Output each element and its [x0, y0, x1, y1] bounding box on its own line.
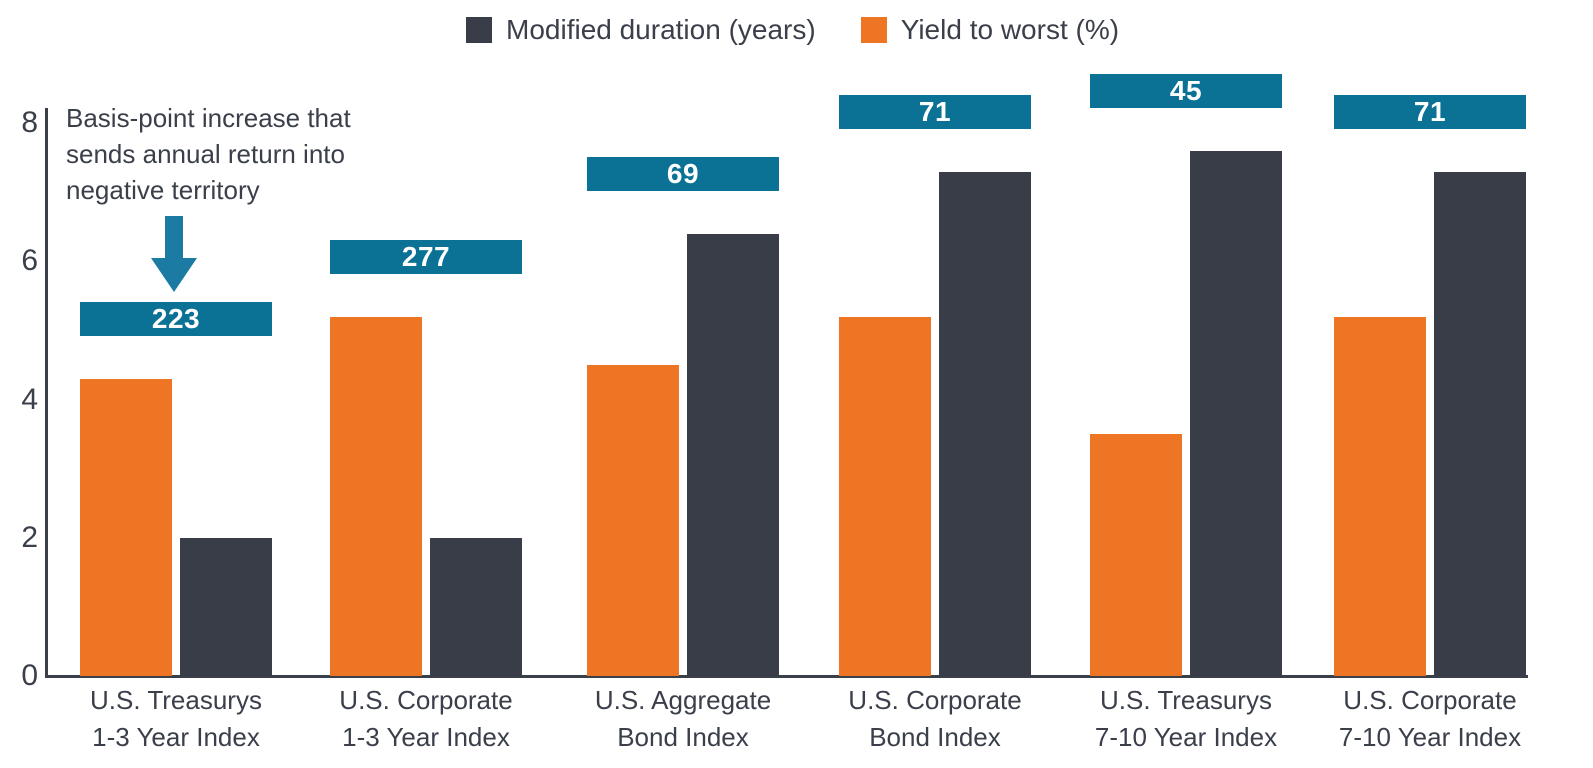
down-arrow-icon: [151, 216, 197, 292]
modified-duration-bar: [687, 233, 779, 676]
yield-to-worst-bar: [330, 316, 422, 676]
modified-duration-swatch-icon: [466, 17, 492, 43]
modified-duration-bar: [1434, 171, 1526, 676]
basis-point-badge: 71: [839, 94, 1031, 129]
yield-to-worst-bar: [1334, 316, 1426, 676]
basis-point-badge: 223: [80, 301, 272, 336]
modified-duration-bar: [939, 171, 1031, 676]
category-label: U.S. Treasurys 1-3 Year Index: [90, 685, 262, 752]
y-axis-tick-label: 8: [21, 106, 38, 140]
legend-label: Modified duration (years): [506, 14, 816, 45]
yield-to-worst-bar: [1090, 434, 1182, 676]
legend-item-yield-to-worst: Yield to worst (%): [860, 14, 1120, 46]
x-axis-line: [45, 675, 1528, 678]
y-axis-tick-label: 0: [21, 659, 38, 692]
category-label: U.S. Treasurys 7-10 Year Index: [1094, 685, 1278, 752]
basis-point-badge: 277: [330, 239, 522, 274]
modified-duration-bar: [180, 537, 272, 676]
legend: Modified duration (years) Yield to worst…: [466, 14, 1119, 46]
yield-to-worst-bar: [587, 365, 679, 676]
modified-duration-bar: [430, 537, 522, 676]
basis-point-badge: 45: [1090, 73, 1282, 108]
category-label: U.S. Corporate 7-10 Year Index: [1338, 685, 1522, 752]
yield-to-worst-bar: [80, 378, 172, 676]
yield-to-worst-swatch-icon: [860, 17, 887, 43]
basis-point-badge: 71: [1334, 94, 1526, 129]
category-label: U.S. Corporate 1-3 Year Index: [339, 685, 513, 752]
category-label: U.S. Aggregate Bond Index: [594, 685, 772, 752]
y-axis-tick-label: 4: [21, 382, 38, 416]
category-label: U.S. Corporate Bond Index: [848, 685, 1022, 752]
basis-point-badge: 69: [587, 156, 779, 191]
legend-label: Yield to worst (%): [900, 14, 1120, 45]
y-axis-tick-label: 2: [21, 520, 38, 554]
annotation-text: Basis-point increase that sends annual r…: [66, 103, 351, 205]
legend-item-modified-duration: Modified duration (years): [466, 14, 816, 46]
modified-duration-bar: [1190, 150, 1282, 676]
y-axis-line: [45, 108, 48, 678]
y-axis-tick-label: 6: [21, 244, 38, 278]
yield-to-worst-bar: [839, 316, 931, 676]
